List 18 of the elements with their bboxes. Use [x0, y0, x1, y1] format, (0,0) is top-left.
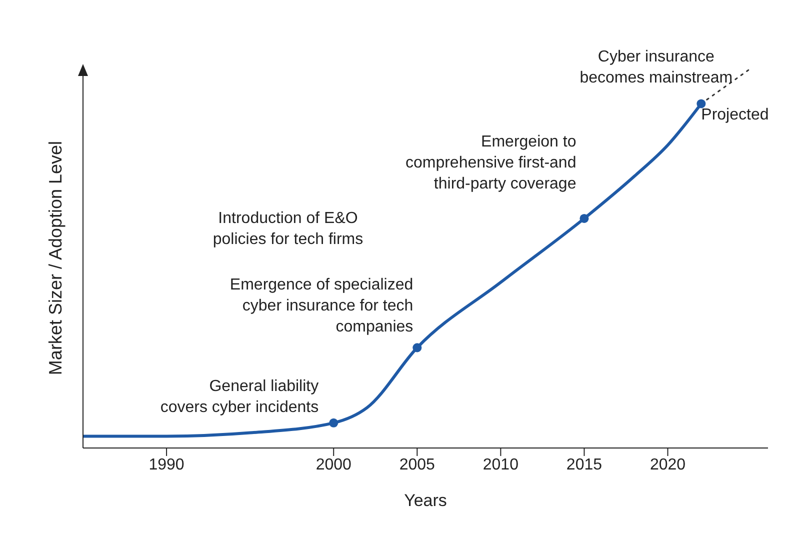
annotation: Emergence of specialized cyber insurance for tech companies: [230, 276, 414, 336]
y-axis-title: Market Sizer / Adoption Level: [45, 140, 66, 376]
x-tick-label: 1990: [148, 456, 184, 474]
point: [329, 418, 338, 428]
annotation: Emergeion to comprehensive first-and third-party coverage: [405, 133, 576, 192]
x-axis-title: Years: [404, 491, 447, 510]
point: [696, 99, 706, 108]
annotation: Cyber insurance becomes mainstream: [580, 48, 733, 87]
point: [580, 214, 589, 223]
annotation: General liability covers cyber incidents: [160, 378, 319, 416]
point: [412, 343, 422, 352]
x-tick-label: 2020: [650, 456, 686, 474]
annotation: Introduction of E&O policies for tech firms: [212, 210, 364, 248]
x-tick-label: 2015: [566, 456, 602, 474]
x-tick-label: 2010: [482, 456, 519, 474]
annotation: Projected: [701, 106, 769, 124]
x-tick-label: 2005: [399, 456, 436, 474]
x-tick-label: 2000: [316, 456, 352, 474]
